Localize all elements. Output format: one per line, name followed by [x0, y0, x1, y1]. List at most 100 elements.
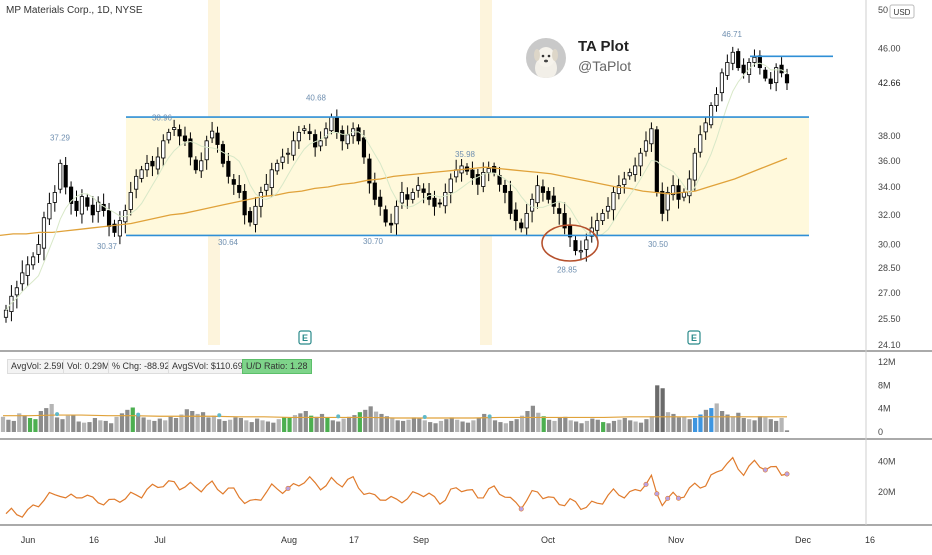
candle-body — [210, 130, 215, 139]
volume-bar — [541, 416, 546, 432]
volume-bar — [574, 421, 579, 432]
time-tick-Sep: Sep — [413, 535, 429, 545]
time-tick-16: 16 — [89, 535, 99, 545]
volume-dot — [422, 415, 427, 419]
candle-body — [74, 200, 79, 211]
volume-bar — [692, 418, 698, 432]
volume-bar — [644, 419, 649, 432]
price-label-38.96: 38.96 — [152, 114, 173, 123]
volume-dot — [336, 414, 341, 419]
volume-bar — [390, 418, 395, 432]
volume-bar — [709, 408, 714, 432]
volume-bar — [752, 420, 757, 432]
short-ma-line — [5, 62, 788, 311]
volume-bar — [282, 417, 287, 432]
candle-body — [649, 128, 654, 145]
volume-tick-4M: 4M — [878, 404, 891, 414]
candle-body — [443, 192, 448, 207]
candle-body — [14, 287, 19, 296]
price-label-28.85: 28.85 — [557, 265, 578, 274]
volume-bar — [244, 420, 249, 432]
candle-body — [692, 152, 697, 181]
earnings-icon-label-1: E — [691, 333, 697, 343]
volume-bar — [530, 405, 535, 432]
candle-body — [215, 132, 220, 145]
volume-bar — [536, 412, 541, 432]
candle-body — [372, 182, 377, 200]
candle-body — [253, 205, 258, 225]
candle-body — [199, 160, 204, 172]
candle-body — [508, 190, 513, 214]
dollar-volume-dot — [654, 491, 660, 497]
volume-bar — [757, 416, 763, 432]
volume-tick-8M: 8M — [878, 380, 891, 390]
candle-body — [530, 198, 535, 212]
volume-bar — [676, 417, 681, 432]
currency-badge-label: USD — [894, 8, 911, 17]
candle-body — [340, 130, 345, 142]
candle-body — [752, 56, 757, 63]
volume-bar — [130, 407, 135, 432]
volume-bar — [655, 385, 660, 432]
volume-bar — [114, 416, 119, 432]
volume-bar — [81, 422, 87, 432]
dollar-volume-dot — [676, 495, 682, 501]
volume-bar — [71, 414, 76, 432]
candle-body — [725, 62, 730, 76]
volume-bar — [617, 419, 622, 432]
volume-bar — [195, 413, 200, 432]
dollar-volume-tick-20M: 20M — [878, 487, 896, 497]
candle-body — [47, 203, 52, 220]
watermark-handle: @TaPlot — [578, 58, 632, 74]
candle-body — [622, 178, 627, 186]
candle-body — [302, 128, 307, 131]
watermark: TA Plot @TaPlot — [526, 37, 706, 79]
price-label-30.50: 30.50 — [648, 240, 669, 249]
candle-body — [247, 211, 253, 223]
volume-bar — [11, 420, 16, 432]
volume-bar — [422, 420, 427, 432]
volume-bar — [287, 418, 292, 432]
candle-body — [774, 67, 779, 84]
volume-bar — [27, 418, 33, 432]
volume-bar — [179, 414, 184, 432]
candle-body — [356, 127, 361, 142]
candle-body — [405, 194, 410, 200]
volume-bar — [222, 420, 227, 432]
volume-tick-12M: 12M — [878, 357, 896, 367]
candle-body — [730, 51, 735, 64]
volume-bar — [44, 408, 49, 432]
volume-bar — [357, 412, 362, 432]
volume-bar — [682, 416, 687, 432]
volume-bar — [136, 415, 141, 432]
time-tick-16: 16 — [865, 535, 875, 545]
volume-bar — [741, 418, 746, 432]
volume-bar — [152, 420, 157, 432]
candle-body — [399, 192, 405, 204]
volume-bar — [368, 406, 373, 432]
candle-body — [20, 272, 25, 285]
candle-body — [269, 169, 274, 188]
volume-bar — [319, 413, 325, 432]
volume-bar — [6, 419, 11, 432]
volume-bar — [395, 420, 400, 432]
volume-bar — [200, 412, 206, 432]
volume-bar — [779, 418, 784, 432]
volume-bar — [622, 418, 627, 432]
volume-avg-line — [3, 414, 787, 419]
candle-body — [768, 78, 773, 84]
volume-bar — [363, 409, 368, 432]
dog-avatar-icon — [534, 47, 558, 78]
volume-bar — [109, 423, 114, 432]
volume-bar — [60, 419, 65, 432]
volume-bar — [509, 420, 514, 432]
candle-body — [394, 205, 399, 225]
volume-bar — [379, 413, 384, 432]
candle-body — [763, 69, 768, 79]
volume-bar — [190, 411, 195, 432]
volume-bar — [611, 420, 617, 432]
volume-bar — [373, 411, 379, 432]
candle-body — [69, 186, 74, 204]
volume-bar — [87, 422, 92, 432]
